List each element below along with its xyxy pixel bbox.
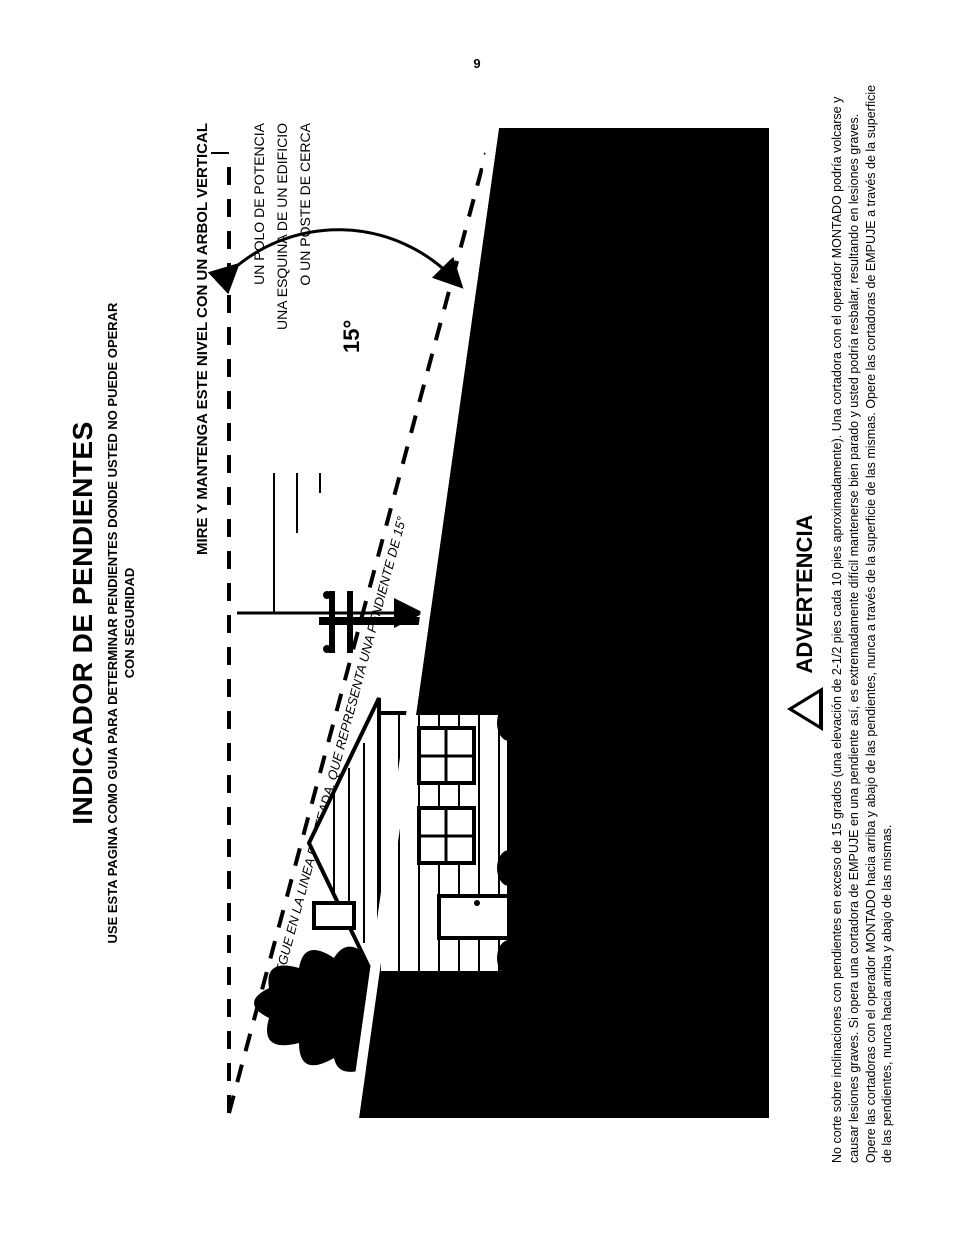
warning-heading: ADVERTENCIA [792, 515, 818, 674]
page-title: INDICADOR DE PENDIENTES [67, 73, 99, 1173]
slope-diagram: MIRE Y MANTENGA ESTE NIVEL CON UN ARBOL … [159, 73, 779, 1173]
page-number: 9 [473, 56, 480, 71]
subtitle-line-2: CON SEGURIDAD [122, 568, 137, 679]
warning-body: No corte sobre inclinaciones con pendien… [829, 73, 897, 1173]
label-sight: MIRE Y MANTENGA ESTE NIVEL CON UN ARBOL … [194, 123, 211, 555]
rotated-page-content: INDICADOR DE PENDIENTES USE ESTA PAGINA … [67, 73, 887, 1173]
label-angle: 15° [339, 320, 364, 353]
label-corner: UNA ESQUINA DE UN EDIFICIO [274, 123, 290, 330]
warning-icon [787, 687, 823, 731]
ground-shape [554, 128, 769, 1118]
page-subtitle: USE ESTA PAGINA COMO GUIA PARA DETERMINA… [105, 73, 139, 1173]
subtitle-line-1: USE ESTA PAGINA COMO GUIA PARA DETERMINA… [105, 303, 120, 944]
label-fence: O UN POSTE DE CERCA [297, 122, 313, 285]
label-pole: UN POLO DE POTENCIA [251, 122, 267, 284]
slope-diagram-svg: MIRE Y MANTENGA ESTE NIVEL CON UN ARBOL … [159, 73, 779, 1173]
warning-block: ADVERTENCIA No corte sobre inclinaciones… [787, 73, 897, 1173]
